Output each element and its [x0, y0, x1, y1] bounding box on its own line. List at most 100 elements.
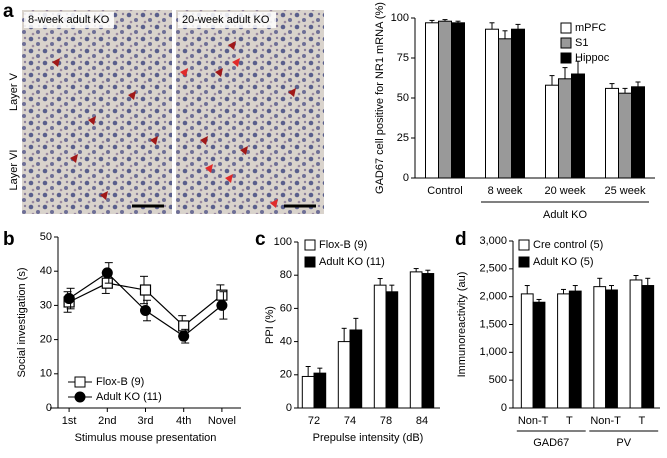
- x-tick-label: Novel: [208, 415, 236, 427]
- y-tick-label: 0: [46, 402, 52, 414]
- bar: [593, 286, 607, 409]
- bar: [485, 28, 499, 179]
- bar: [631, 86, 645, 179]
- group-label: Adult KO: [543, 209, 587, 221]
- bar: [438, 20, 452, 179]
- y-tick-label: 40: [280, 336, 292, 348]
- x-tick-label: T: [639, 415, 646, 427]
- layer-label: Layer VI: [8, 150, 20, 191]
- x-tick-label: Non-T: [518, 415, 549, 427]
- micrograph-title: 8-week adult KO: [28, 14, 110, 26]
- legend-label: Adult KO (11): [319, 256, 385, 268]
- y-tick-label: 0: [286, 402, 292, 414]
- bar: [618, 92, 632, 179]
- bar: [557, 293, 570, 409]
- x-tick-label: 72: [308, 415, 320, 427]
- x-tick-label: T: [566, 415, 573, 427]
- legend-marker: [74, 391, 86, 403]
- x-tick-label: 1st: [62, 415, 77, 427]
- y-tick-label: 20: [280, 369, 292, 381]
- bar: [520, 293, 534, 409]
- legend-swatch: [560, 22, 572, 34]
- legend-label: Flox-B (9): [319, 239, 367, 251]
- y-tick-label: 0: [403, 172, 409, 184]
- group-label: PV: [616, 437, 631, 449]
- bar: [641, 285, 655, 409]
- y-tick-label: 500: [489, 374, 507, 386]
- bar: [385, 291, 399, 409]
- x-tick-label: 4th: [176, 415, 191, 427]
- x-tick-label: 25 week: [605, 185, 646, 197]
- marker: [140, 305, 151, 317]
- bar: [349, 329, 363, 409]
- legend-label: Cre control (5): [533, 239, 603, 251]
- y-tick-label: 2,000: [479, 291, 507, 303]
- legend-label: Adult KO (11): [96, 391, 162, 403]
- y-tick-label: 80: [280, 269, 292, 281]
- y-axis-label: Social investigation (s): [16, 267, 28, 377]
- legend-swatch: [518, 256, 530, 268]
- y-axis-label: PPI (%): [264, 306, 276, 344]
- y-tick-label: 1,000: [479, 346, 507, 358]
- y-tick-label: 20: [40, 334, 52, 346]
- bar: [532, 301, 546, 409]
- micrograph: [22, 10, 172, 214]
- y-tick-label: 2,500: [479, 263, 507, 275]
- legend-label: Adult KO (5): [533, 256, 594, 268]
- y-tick-label: 0: [501, 402, 507, 414]
- legend-label: Hippoc: [575, 52, 610, 64]
- legend-label: Flox-B (9): [96, 376, 144, 388]
- x-tick-label: 8 week: [488, 185, 523, 197]
- legend-swatch: [560, 52, 572, 64]
- x-tick-label: Non-T: [590, 415, 621, 427]
- line: [68, 272, 223, 337]
- y-tick-label: 1,500: [479, 318, 507, 330]
- y-tick-label: 75: [397, 52, 409, 64]
- x-axis-label: Stimulus mouse presentation: [75, 432, 217, 444]
- marker: [178, 330, 190, 342]
- label-bg: [178, 12, 276, 28]
- bar: [373, 284, 387, 409]
- x-tick-label: 78: [380, 415, 392, 427]
- marker: [139, 284, 152, 296]
- layer-label: Layer V: [8, 72, 20, 111]
- panel-letter: b: [3, 229, 15, 250]
- bar: [605, 87, 619, 179]
- x-axis-label: Prepulse intensity (dB): [313, 432, 424, 444]
- x-tick-label: Control: [427, 185, 462, 197]
- bar: [425, 22, 439, 179]
- marker: [216, 299, 228, 311]
- y-axis-label: GAD67 cell positive for NR1 mRNA (%): [374, 2, 386, 194]
- panel-letter: d: [455, 229, 467, 250]
- bar: [629, 279, 643, 409]
- arrowheads: [180, 58, 278, 208]
- bar: [313, 372, 327, 409]
- y-tick-label: 30: [40, 299, 52, 311]
- bar: [558, 78, 572, 179]
- bar: [409, 271, 423, 409]
- legend-label: mPFC: [575, 22, 606, 34]
- arrowheads: [52, 41, 296, 200]
- y-tick-label: 100: [391, 12, 409, 24]
- x-tick-label: 74: [344, 415, 356, 427]
- legend-label: S1: [575, 37, 588, 49]
- group-label: GAD67: [533, 437, 569, 449]
- y-tick-label: 50: [40, 231, 52, 243]
- bar: [568, 290, 582, 409]
- y-axis-label: Immunoreactivity (au): [456, 272, 468, 378]
- bar: [511, 28, 525, 179]
- bar: [451, 22, 465, 179]
- panel-letter: c: [255, 229, 266, 250]
- bar: [545, 84, 559, 179]
- legend-swatch: [304, 239, 316, 251]
- bar: [421, 273, 435, 409]
- y-tick-label: 100: [274, 236, 292, 248]
- label-bg: [24, 12, 114, 28]
- micrograph: [176, 10, 324, 214]
- bar: [337, 341, 351, 409]
- bar: [301, 375, 315, 409]
- legend-swatch: [518, 239, 530, 251]
- bar: [605, 289, 618, 409]
- legend-swatch: [560, 37, 572, 49]
